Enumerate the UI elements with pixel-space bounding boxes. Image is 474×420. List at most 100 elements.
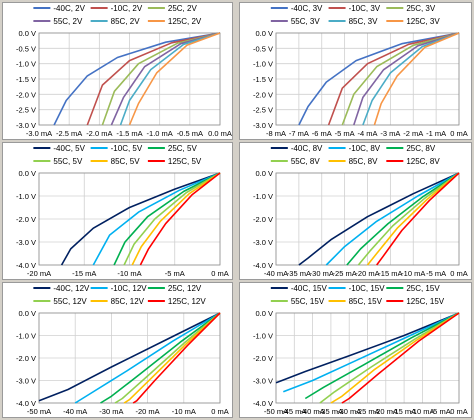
x-tick-label: -10 mA: [172, 407, 196, 416]
y-tick-label: 0.0 V: [255, 309, 273, 318]
series-lines: [38, 312, 221, 404]
legend-entry: 25C, 8V: [406, 144, 436, 153]
x-tick-label: -50 mA: [27, 407, 51, 416]
series-lines: [60, 172, 221, 266]
x-tick-label: -2.5 mA: [56, 129, 82, 138]
series-line: [362, 32, 460, 126]
series-line: [131, 172, 221, 266]
series-line: [86, 32, 221, 126]
series-line: [139, 172, 221, 266]
plot-area: [275, 312, 460, 404]
chart-panel-1: -40C, 2V -10C, 2V 25C, 2V 55C, 2V 85C, 2V 125…: [2, 2, 233, 140]
x-tick-label: -3 mA: [380, 129, 400, 138]
y-tick-label: -1.0 V: [253, 332, 273, 341]
y-tick-label: -2.0 V: [253, 354, 273, 363]
x-tick-label: -4 mA: [357, 129, 377, 138]
series-line: [330, 312, 460, 404]
x-tick-label: -15 mA: [392, 407, 416, 416]
series-line: [366, 172, 460, 266]
series-lines: [298, 32, 460, 126]
x-tick-label: -20 mA: [27, 269, 51, 278]
plot-area: [38, 172, 221, 266]
chart-panel-2: -40C, 3V -10C, 3V 25C, 3V 55C, 3V 85C, 3V 125…: [239, 2, 472, 140]
x-tick-label: -35 mA: [319, 407, 343, 416]
series-line: [101, 32, 221, 126]
legend: -40C, 5V -10C, 5V 25C, 5V 55C, 5V 85C, 5V 125…: [33, 144, 202, 166]
x-tick-label: -35 mA: [287, 269, 311, 278]
legend-entry: 125C, 3V: [406, 17, 440, 26]
y-tick-label: -2.5 V: [253, 106, 273, 115]
gridlines: [38, 32, 221, 126]
series-lines: [53, 32, 221, 126]
series-line: [53, 32, 221, 126]
x-tick-label: -30 mA: [337, 407, 361, 416]
legend-entry: -10C, 2V: [111, 4, 143, 13]
legend-entry: -10C, 5V: [111, 144, 143, 153]
series-line: [123, 312, 221, 404]
y-tick-label: -3.0 V: [253, 238, 273, 247]
x-tick-label: -1.5 mA: [116, 129, 142, 138]
x-tick-label: -45 mA: [282, 407, 306, 416]
y-tick-label: -2.0 V: [16, 90, 36, 99]
x-tick-label: -10 mA: [117, 269, 141, 278]
series-line: [341, 312, 460, 404]
legend-entry: -40C, 8V: [291, 144, 323, 153]
legend-entry: 85C, 12V: [111, 297, 145, 306]
series-line: [373, 32, 460, 126]
x-tick-label: 0 mA: [211, 407, 229, 416]
y-tick-label: -4.0 V: [16, 399, 36, 408]
series-line: [100, 312, 221, 404]
x-tick-label: -5 mA: [431, 407, 451, 416]
series-lines: [275, 312, 460, 404]
legend: -40C, 2V -10C, 2V 25C, 2V 55C, 2V 85C, 2V 125…: [33, 4, 202, 26]
series-lines: [298, 172, 460, 266]
plot-area: [275, 32, 460, 126]
series-line: [60, 172, 221, 266]
legend-entry: -10C, 15V: [349, 284, 386, 293]
series-line: [298, 172, 460, 266]
legend-entry: 85C, 2V: [111, 17, 141, 26]
y-tick-label: -1.0 V: [253, 60, 273, 69]
x-tick-label: -8 mA: [266, 129, 286, 138]
x-tick-label: -15 mA: [378, 269, 402, 278]
legend-entry: -40C, 3V: [291, 4, 323, 13]
series-line: [346, 172, 460, 266]
x-tick-label: -20 mA: [355, 269, 379, 278]
chart-svg-6: -40C, 15V -10C, 15V 25C, 15V 55C, 15V 85C, 1…: [253, 284, 468, 416]
x-tick-label: -5 mA: [335, 129, 355, 138]
legend-entry: 25C, 5V: [168, 144, 198, 153]
legend-entry: 85C, 8V: [349, 157, 379, 166]
legend: -40C, 15V -10C, 15V 25C, 15V 55C, 15V 85C, 1…: [270, 284, 445, 306]
chart-panel-4: -40C, 8V -10C, 8V 25C, 8V 55C, 8V 85C, 8V 125…: [239, 142, 472, 280]
legend-entry: 55C, 2V: [53, 17, 83, 26]
y-tick-label: -3.0 V: [16, 121, 36, 130]
y-tick-label: 0.0 V: [255, 29, 273, 38]
legend-entry: -10C, 8V: [349, 144, 381, 153]
chart-panel-5: -40C, 12V -10C, 12V 25C, 12V 55C, 12V 85C, 1…: [2, 282, 233, 418]
chart-svg-3: -40C, 5V -10C, 5V 25C, 5V 55C, 5V 85C, 5V 125…: [16, 144, 229, 278]
x-tick-label: 0 mA: [450, 269, 468, 278]
y-tick-label: -0.5 V: [253, 44, 273, 53]
x-tick-label: -2 mA: [403, 129, 423, 138]
legend-entry: -40C, 2V: [53, 4, 85, 13]
legend-entry: -40C, 5V: [53, 144, 85, 153]
y-tick-label: -1.0 V: [253, 192, 273, 201]
chart-panel-6: -40C, 15V -10C, 15V 25C, 15V 55C, 15V 85C, 1…: [239, 282, 472, 418]
x-tick-label: 0 mA: [211, 269, 229, 278]
chart-svg-4: -40C, 8V -10C, 8V 25C, 8V 55C, 8V 85C, 8V 125…: [253, 144, 468, 278]
y-tick-label: -3.0 V: [253, 121, 273, 130]
series-line: [298, 32, 460, 126]
legend-entry: -40C, 12V: [53, 284, 90, 293]
series-line: [128, 32, 221, 126]
y-tick-label: -2.0 V: [16, 354, 36, 363]
series-line: [38, 312, 221, 402]
y-tick-label: -1.0 V: [16, 60, 36, 69]
y-tick-label: -2.0 V: [253, 90, 273, 99]
x-tick-label: -30 mA: [310, 269, 334, 278]
x-tick-label: -1.0 mA: [147, 129, 173, 138]
x-tick-label: -15 mA: [72, 269, 96, 278]
series-line: [319, 312, 460, 404]
legend: -40C, 8V -10C, 8V 25C, 8V 55C, 8V 85C, 8V 125…: [270, 144, 440, 166]
y-tick-label: 0.0 V: [18, 309, 36, 318]
